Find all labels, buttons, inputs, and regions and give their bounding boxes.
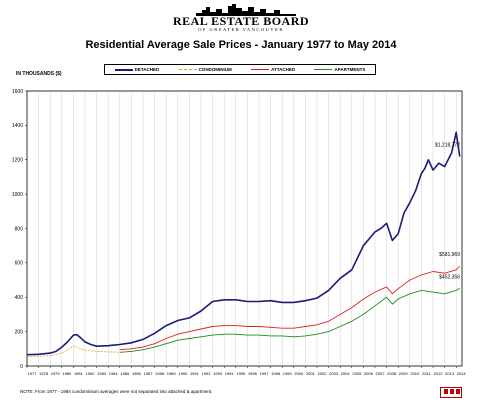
x-tick-label-1990: 1990 xyxy=(178,371,188,376)
x-tick-label-2000: 2000 xyxy=(294,371,304,376)
x-tick-label-1996: 1996 xyxy=(248,371,258,376)
y-tick-label-1000: 1000 xyxy=(12,192,23,198)
x-tick-label-1995: 1995 xyxy=(236,371,246,376)
chart-title: Residential Average Sale Prices - Januar… xyxy=(85,39,397,51)
series-line-apartments xyxy=(119,287,460,353)
legend-item-condominium: CONDOMINIUM xyxy=(178,67,232,72)
y-tick-label-1400: 1400 xyxy=(12,123,23,129)
series-line-condominium xyxy=(26,345,120,357)
plot-area xyxy=(26,90,463,367)
x-tick-label-2008: 2008 xyxy=(387,371,397,376)
legend-swatch-condominium xyxy=(178,69,197,70)
x-tick-label-1993: 1993 xyxy=(213,371,223,376)
annotation-attached: $581,969 xyxy=(439,252,460,258)
x-tick-label-1981: 1981 xyxy=(74,371,84,376)
x-tick-label-1988: 1988 xyxy=(155,371,165,376)
legend-label-detached: DETACHED xyxy=(134,67,160,72)
x-tick-label-2002: 2002 xyxy=(318,371,328,376)
x-tick-label-1989: 1989 xyxy=(167,371,177,376)
x-tick-label-2013: 2013 xyxy=(445,371,455,376)
y-tick-label-0: 0 xyxy=(20,364,23,370)
y-tick-label-600: 600 xyxy=(15,261,24,267)
x-tick-label-1983: 1983 xyxy=(97,371,107,376)
legend-swatch-detached xyxy=(114,68,133,71)
x-tick-label-1982: 1982 xyxy=(86,371,96,376)
x-tick-label-1992: 1992 xyxy=(202,371,212,376)
x-tick-label-1987: 1987 xyxy=(144,371,154,376)
x-tick-label-2005: 2005 xyxy=(352,371,362,376)
logo-subtitle: OF GREATER VANCOUVER xyxy=(198,27,284,32)
y-tick-label-800: 800 xyxy=(15,226,24,232)
y-tick-label-400: 400 xyxy=(15,295,24,301)
y-axis-units-label: IN THOUSANDS ($) xyxy=(16,71,62,77)
x-tick-label-2014: 2014 xyxy=(457,371,467,376)
x-tick-label-2012: 2012 xyxy=(434,371,444,376)
x-tick-label-2003: 2003 xyxy=(329,371,339,376)
x-tick-label-2009: 2009 xyxy=(399,371,409,376)
x-tick-label-1997: 1997 xyxy=(260,371,270,376)
board-corner-logo xyxy=(440,387,462,398)
y-tick-label-1200: 1200 xyxy=(12,158,23,164)
x-tick-label-1979: 1979 xyxy=(51,371,61,376)
logo-name: REAL ESTATE BOARD xyxy=(172,14,310,28)
legend-item-detached: DETACHED xyxy=(114,67,160,72)
x-tick-label-1999: 1999 xyxy=(283,371,293,376)
y-tick-label-200: 200 xyxy=(15,329,24,335)
series-line-detached xyxy=(26,131,461,356)
x-tick-label-1977: 1977 xyxy=(28,371,38,376)
x-tick-label-2006: 2006 xyxy=(364,371,374,376)
legend-label-attached: ATTACHED xyxy=(271,67,296,72)
real-estate-board-logo: REAL ESTATE BOARD OF GREATER VANCOUVER xyxy=(0,4,482,33)
chart-legend: DETACHED CONDOMINIUM ATTACHED APARTMENTS xyxy=(104,64,376,75)
x-tick-label-1985: 1985 xyxy=(120,371,130,376)
x-tick-label-2010: 2010 xyxy=(410,371,420,376)
legend-item-attached: ATTACHED xyxy=(251,67,295,72)
x-tick-label-1978: 1978 xyxy=(39,371,49,376)
legend-swatch-attached xyxy=(251,69,270,70)
x-tick-label-1980: 1980 xyxy=(62,371,72,376)
legend-swatch-apartments xyxy=(314,69,333,70)
x-tick-label-2004: 2004 xyxy=(341,371,351,376)
series-line-attached xyxy=(119,265,461,351)
x-tick-label-2001: 2001 xyxy=(306,371,316,376)
x-tick-label-1998: 1998 xyxy=(271,371,281,376)
city-skyline-icon xyxy=(186,4,296,16)
legend-label-apartments: APARTMENTS xyxy=(334,67,366,72)
legend-item-apartments: APARTMENTS xyxy=(314,67,365,72)
x-tick-label-2011: 2011 xyxy=(422,371,431,376)
annotation-apartments: $452,356 xyxy=(439,274,460,280)
footer-note: NOTE: From 1977 - 1984 condominium avera… xyxy=(20,389,213,394)
x-tick-label-1994: 1994 xyxy=(225,371,235,376)
x-tick-label-2007: 2007 xyxy=(376,371,386,376)
y-tick-label-1600: 1600 xyxy=(12,89,23,95)
x-tick-label-1984: 1984 xyxy=(109,371,119,376)
x-tick-label-1986: 1986 xyxy=(132,371,142,376)
x-tick-label-1991: 1991 xyxy=(190,371,200,376)
legend-label-condominium: CONDOMINIUM xyxy=(198,67,232,72)
annotation-detached: $1,218,772 xyxy=(435,143,460,149)
